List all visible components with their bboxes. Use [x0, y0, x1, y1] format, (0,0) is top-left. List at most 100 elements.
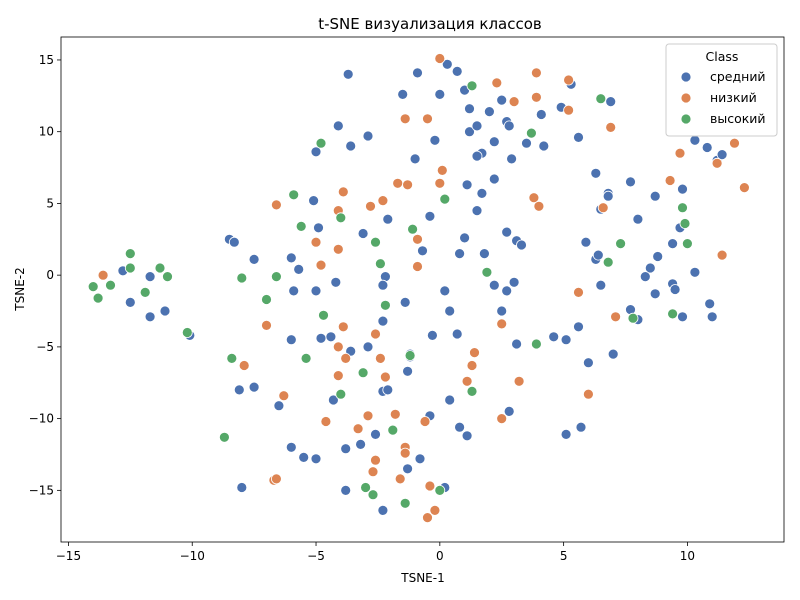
- data-point: [516, 239, 527, 251]
- data-point: [560, 334, 572, 346]
- data-point: [360, 482, 372, 493]
- data-point: [439, 193, 451, 205]
- data-point: [471, 120, 483, 132]
- data-point: [501, 226, 513, 238]
- data-point: [488, 279, 500, 291]
- data-point: [605, 96, 617, 107]
- data-point: [340, 352, 352, 364]
- data-point: [139, 286, 151, 298]
- data-point: [409, 153, 421, 165]
- data-point: [451, 66, 463, 77]
- data-point: [689, 134, 701, 146]
- data-point: [330, 276, 342, 288]
- x-tick-label: 0: [436, 549, 444, 563]
- data-point: [422, 512, 433, 523]
- data-point: [315, 137, 327, 149]
- data-point: [159, 305, 171, 317]
- data-point: [412, 261, 423, 272]
- data-point: [228, 236, 240, 248]
- x-tick-label: −5: [307, 549, 325, 563]
- data-point: [573, 131, 584, 143]
- data-point: [706, 311, 718, 323]
- data-point: [528, 192, 540, 204]
- data-point: [162, 271, 173, 283]
- data-point: [496, 94, 508, 106]
- data-point: [367, 489, 379, 501]
- data-point: [471, 205, 483, 217]
- data-point: [144, 311, 156, 323]
- data-point: [444, 394, 456, 406]
- data-point: [488, 173, 500, 185]
- data-point: [310, 285, 322, 297]
- data-point: [597, 202, 609, 214]
- y-tick-label: 10: [39, 125, 54, 139]
- data-point: [105, 279, 116, 291]
- data-point: [377, 279, 389, 291]
- data-point: [711, 157, 723, 169]
- data-point: [454, 421, 466, 433]
- data-point: [602, 256, 614, 268]
- legend-box: [665, 43, 778, 137]
- data-point: [729, 137, 740, 149]
- data-point: [288, 285, 300, 297]
- data-point: [285, 441, 297, 453]
- data-point: [340, 484, 352, 496]
- legend: Class средний низкий высокий: [665, 43, 778, 137]
- data-point: [124, 248, 136, 260]
- data-point: [652, 251, 664, 262]
- data-point: [503, 120, 515, 132]
- data-point: [615, 238, 626, 250]
- y-tick-label: 5: [46, 196, 54, 210]
- data-point: [632, 213, 644, 225]
- data-point: [357, 367, 369, 379]
- data-point: [454, 248, 466, 260]
- data-point: [124, 262, 136, 274]
- data-point: [451, 328, 463, 340]
- data-point: [370, 428, 381, 440]
- data-point: [478, 248, 490, 260]
- data-point: [332, 243, 344, 255]
- data-point: [639, 271, 651, 283]
- data-point: [533, 200, 545, 212]
- data-point: [293, 263, 305, 275]
- data-point: [300, 352, 312, 364]
- legend-label: низкий: [710, 90, 757, 105]
- data-point: [461, 179, 473, 191]
- data-point: [295, 220, 307, 232]
- data-point: [402, 463, 414, 475]
- data-point: [365, 200, 376, 212]
- legend-marker: [680, 113, 692, 125]
- data-point: [491, 77, 503, 89]
- data-point: [342, 68, 354, 80]
- data-point: [335, 388, 347, 400]
- data-point: [444, 305, 456, 317]
- x-axis: −15 −10 −5 0 5 10: [56, 542, 695, 563]
- data-point: [466, 385, 478, 397]
- data-point: [649, 288, 661, 300]
- data-point: [674, 147, 686, 159]
- data-point: [332, 341, 344, 353]
- data-point: [335, 212, 347, 224]
- data-point: [461, 375, 473, 387]
- data-point: [625, 176, 636, 188]
- data-point: [464, 103, 475, 115]
- data-point: [261, 319, 272, 331]
- data-point: [667, 238, 678, 250]
- y-axis: −15 −10 −5 0 5 10 15: [29, 53, 61, 497]
- data-point: [226, 352, 238, 364]
- data-point: [233, 384, 245, 396]
- data-point: [308, 195, 320, 207]
- data-point: [285, 252, 297, 264]
- legend-label: высокий: [710, 111, 766, 126]
- legend-title: Class: [706, 49, 739, 64]
- data-point: [144, 271, 156, 283]
- data-point: [483, 106, 495, 117]
- legend-marker: [680, 92, 692, 104]
- data-point: [97, 269, 109, 281]
- data-point: [181, 327, 193, 338]
- data-point: [464, 126, 475, 138]
- data-point: [513, 375, 525, 387]
- data-point: [496, 318, 508, 330]
- data-point: [563, 104, 574, 116]
